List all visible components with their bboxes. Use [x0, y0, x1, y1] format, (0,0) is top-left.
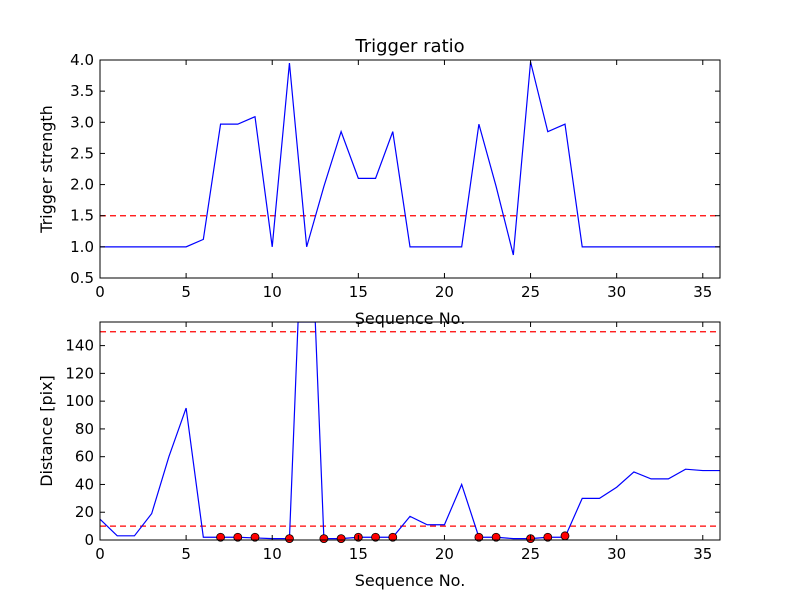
x-axis-label: Sequence No. [355, 571, 466, 590]
y-tick-label: 20 [75, 503, 94, 521]
x-axis-label: Sequence No. [355, 309, 466, 328]
y-tick-label: 80 [75, 420, 94, 438]
y-tick-label: 100 [65, 392, 94, 410]
data-point-marker [285, 534, 294, 544]
y-tick-label: 3.5 [70, 82, 94, 100]
x-tick-label: 35 [693, 545, 712, 563]
y-tick-label: 0.5 [70, 269, 94, 287]
x-tick-label: 35 [693, 283, 712, 301]
subplot-2: 0 5 10 15 20 25 30 35 0 20 40 60 80 100 120 140 Sequence… [37, 321, 721, 590]
x-tick-label: 0 [95, 283, 105, 301]
plot-frame [99, 321, 721, 541]
data-point-marker [491, 532, 501, 542]
y-tick-label: 2.5 [70, 144, 94, 162]
data-point-marker [319, 534, 329, 544]
y-tick-label: 40 [75, 475, 94, 493]
y-axis-label: Distance [pix] [37, 375, 56, 487]
x-tick-label: 10 [263, 283, 282, 301]
data-point-marker [216, 532, 225, 542]
x-tick-label: 25 [521, 545, 540, 563]
chart-title: Trigger ratio [354, 36, 464, 57]
y-axis-label: Trigger strength [37, 105, 56, 234]
x-tick-label: 30 [607, 545, 626, 563]
x-tick-label: 15 [349, 283, 368, 301]
y-tick-label: 0 [84, 531, 94, 549]
x-tick-label: 20 [435, 545, 454, 563]
data-point-marker [560, 531, 570, 541]
data-point-marker [336, 534, 346, 544]
x-tick-label: 10 [263, 545, 282, 563]
plot-frame [99, 59, 721, 279]
series-line-1 [100, 61, 720, 256]
x-tick-label: 20 [435, 283, 454, 301]
x-tick-label: 25 [521, 283, 540, 301]
data-point-marker [371, 532, 380, 542]
y-tick-label: 2.0 [70, 176, 94, 194]
data-point-marker [388, 532, 398, 542]
y-tick-label: 1.0 [70, 238, 94, 256]
subplot-1: 0 5 10 15 20 25 30 35 0.5 1.0 1.5 2.0 2.5 3.0 3.5 4.0 Se… [37, 36, 721, 328]
y-tick-label: 3.0 [70, 113, 94, 131]
y-tick-label: 4.0 [70, 51, 94, 69]
x-tick-label: 5 [181, 545, 191, 563]
x-tick-label: 5 [181, 283, 191, 301]
x-tick-label: 15 [349, 545, 368, 563]
x-tick-label: 0 [95, 545, 105, 563]
y-tick-label: 60 [75, 448, 94, 466]
data-point-marker [250, 532, 260, 542]
x-tick-label: 30 [607, 283, 626, 301]
y-tick-label: 1.5 [70, 207, 94, 225]
data-point-marker [474, 532, 484, 542]
data-point-marker [233, 532, 243, 542]
data-point-marker [543, 532, 553, 542]
y-tick-label: 140 [65, 337, 94, 355]
y-tick-label: 120 [65, 364, 94, 382]
